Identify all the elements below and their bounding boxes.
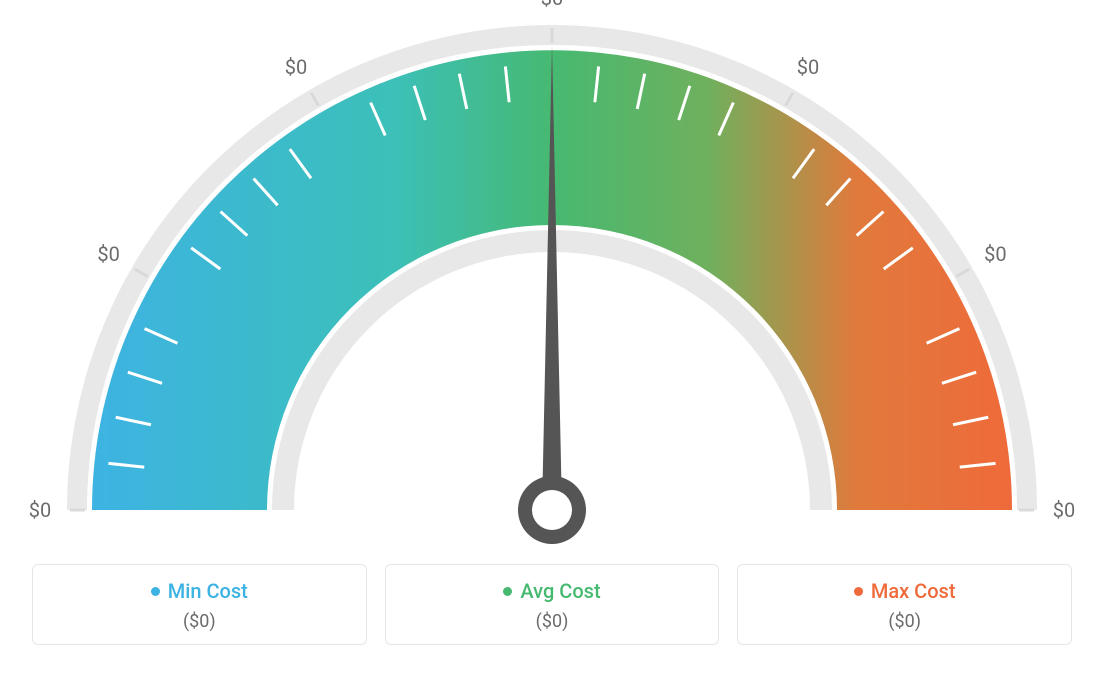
legend-dot-max-icon: [854, 587, 863, 596]
legend-card-avg: Avg Cost ($0): [385, 564, 720, 645]
gauge-svg: [0, 0, 1104, 560]
legend-title-max: Max Cost: [854, 579, 956, 603]
legend-label-avg: Avg Cost: [520, 579, 600, 603]
legend-value-max: ($0): [748, 611, 1061, 632]
gauge-tick-label: $0: [29, 498, 51, 522]
legend-card-max: Max Cost ($0): [737, 564, 1072, 645]
legend-row: Min Cost ($0) Avg Cost ($0) Max Cost ($0…: [0, 564, 1104, 645]
legend-dot-avg-icon: [503, 587, 512, 596]
legend-card-min: Min Cost ($0): [32, 564, 367, 645]
cost-gauge-widget: $0 $0 $0 $0 $0 $0 $0 Min Cost ($0) Avg Cost ($…: [0, 0, 1104, 690]
legend-value-avg: ($0): [396, 611, 709, 632]
gauge-area: $0 $0 $0 $0 $0 $0 $0: [0, 0, 1104, 560]
legend-title-min: Min Cost: [151, 579, 248, 603]
gauge-tick-label: $0: [285, 55, 307, 79]
legend-label-max: Max Cost: [871, 579, 956, 603]
legend-value-min: ($0): [43, 611, 356, 632]
legend-label-min: Min Cost: [168, 579, 248, 603]
gauge-tick-label: $0: [541, 0, 563, 10]
legend-dot-min-icon: [151, 587, 160, 596]
gauge-tick-label: $0: [984, 242, 1006, 266]
gauge-tick-label: $0: [97, 242, 119, 266]
legend-title-avg: Avg Cost: [503, 579, 600, 603]
gauge-tick-label: $0: [1053, 498, 1075, 522]
gauge-tick-label: $0: [797, 55, 819, 79]
